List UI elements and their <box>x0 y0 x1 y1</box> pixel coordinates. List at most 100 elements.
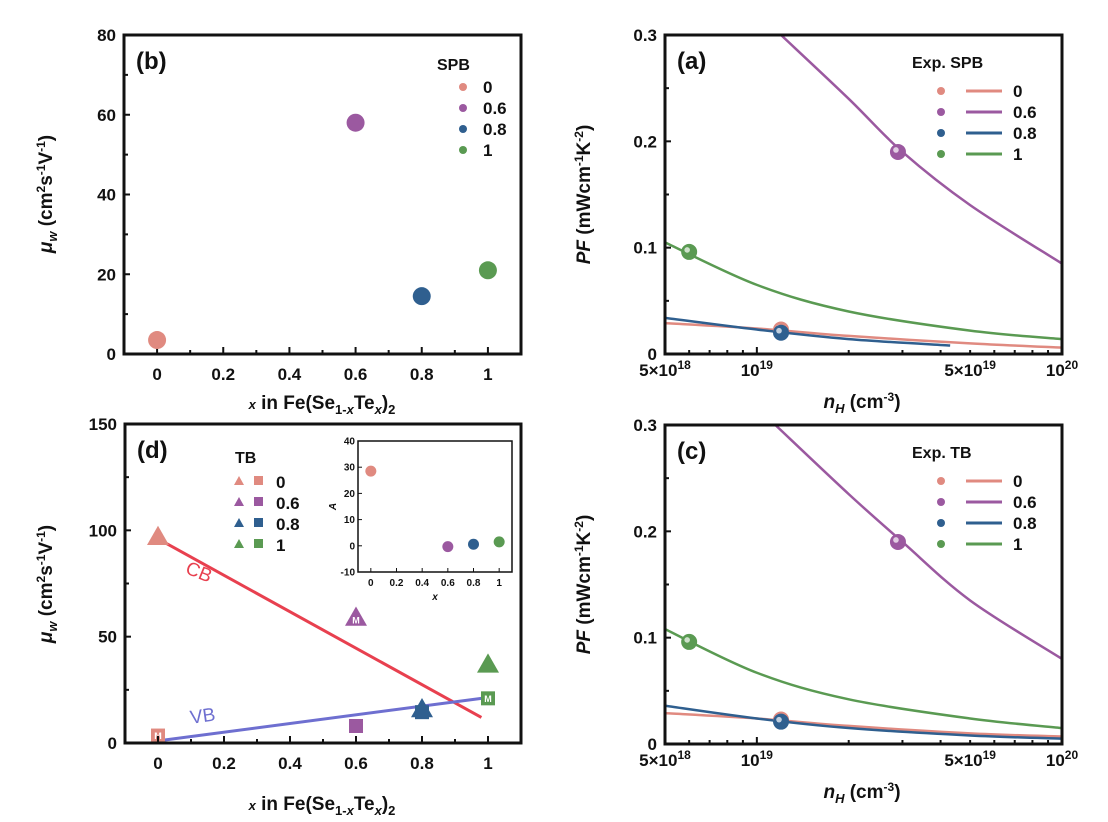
inset-data-point <box>365 465 377 477</box>
plot-frame <box>663 423 1064 746</box>
triangle-marker <box>477 653 499 673</box>
exp-point <box>889 143 906 160</box>
x-tick-label: 0.8 <box>410 365 434 384</box>
legend-marker <box>459 146 467 154</box>
vb-label: VB <box>189 704 217 728</box>
legend-triangle <box>234 476 244 485</box>
x-tick-label: 0.4 <box>278 754 302 773</box>
legend-label: 0.6 <box>276 494 300 513</box>
y-axis-label: PF (mWcm-1K-2) <box>572 515 595 655</box>
legend-square <box>254 539 263 548</box>
fit-curve-1 <box>665 241 1062 341</box>
fit-curve-0 <box>665 711 1062 738</box>
inset-x-tick-label: 1 <box>496 578 502 589</box>
legend-label: 0.8 <box>276 515 300 534</box>
exp-point-highlight <box>776 716 782 723</box>
x-tick-label: 0 <box>153 754 162 773</box>
plot-area <box>665 35 1062 349</box>
x-tick-label: 0 <box>152 365 161 384</box>
y-axis-label: PF (mWcm-1K-2) <box>572 125 595 265</box>
legend-label: 0.6 <box>483 99 507 118</box>
legend-label: 1 <box>483 141 492 160</box>
cb-fit-line <box>157 537 483 719</box>
triangle-marker <box>147 525 169 545</box>
legend-title: Exp. TB <box>912 445 972 462</box>
exp-point <box>773 713 790 730</box>
exp-point <box>773 324 790 341</box>
y-tick-label: 100 <box>89 521 117 540</box>
x-tick-label: 5×1019 <box>944 358 996 380</box>
square-marker <box>349 718 363 733</box>
y-tick-label: 150 <box>89 415 117 434</box>
panel-label: (c) <box>677 438 706 465</box>
y-tick-label: 0.1 <box>633 239 657 258</box>
legend-label: 0.8 <box>1013 514 1037 533</box>
exp-point <box>681 633 698 650</box>
x-tick-label: 0.2 <box>211 365 235 384</box>
x-axis-label: x in Fe(Se1-xTex)2 <box>248 794 396 818</box>
legend-label: 0.6 <box>1013 103 1037 122</box>
data-point <box>412 287 431 306</box>
inset-x-tick-label: 0 <box>368 578 374 589</box>
inset-data-point <box>442 541 454 553</box>
y-tick-label: 0.2 <box>633 522 657 541</box>
legend-square <box>254 476 263 485</box>
y-tick-label: 80 <box>97 26 116 45</box>
x-tick-label: 1019 <box>741 748 774 770</box>
legend-marker <box>937 519 945 527</box>
panel-b: 0 20 40 60 80 0 0.2 0.4 0.6 0.8 1 (b) SPB 0 0.6 0.8 1 x i… <box>34 26 523 417</box>
legend-label: 0 <box>1013 82 1022 101</box>
y-tick-label: 0.3 <box>633 416 657 435</box>
inset-frame <box>357 440 513 573</box>
legend-triangle <box>234 497 244 506</box>
y-tick-label: 40 <box>97 186 116 205</box>
exp-point <box>681 243 698 260</box>
legend-triangle <box>234 518 244 527</box>
legend-marker <box>937 540 945 548</box>
inset-x-tick-label: 0.6 <box>441 578 455 589</box>
inset-data-point <box>493 536 505 548</box>
panel-label: (d) <box>137 437 168 464</box>
x-tick-label: 1019 <box>741 358 774 380</box>
inset-y-tick-label: 0 <box>349 541 355 552</box>
square-marker <box>151 728 165 743</box>
inset-y-tick-label: 30 <box>344 463 356 474</box>
x-tick-label: 0.2 <box>212 754 236 773</box>
inset-y-tick-label: 20 <box>344 489 356 500</box>
exp-point-highlight <box>776 327 782 334</box>
inset-x-tick-label: 0.4 <box>415 578 429 589</box>
panel-label: (b) <box>136 48 167 75</box>
x-axis-label: x in Fe(Se1-xTex)2 <box>248 393 396 417</box>
inset-chart: -10 0 10 20 30 40 0 0.2 0.4 0.6 0.8 1 x A <box>328 437 513 603</box>
legend-square <box>254 497 263 506</box>
y-tick-label: 20 <box>97 265 116 284</box>
inset-y-tick-label: 40 <box>344 437 356 448</box>
x-axis-label: nH (cm-3) <box>823 780 900 806</box>
y-tick-label: 0 <box>648 735 657 754</box>
square-marker <box>481 691 495 706</box>
fit-curve-08 <box>665 704 1062 740</box>
y-tick-label: 60 <box>97 106 116 125</box>
marker-m-label: M <box>484 694 492 704</box>
legend-label: 0.6 <box>1013 493 1037 512</box>
x-tick-label: 5×1018 <box>639 748 691 770</box>
legend-title: Exp. SPB <box>912 55 983 72</box>
legend-marker <box>459 83 467 91</box>
y-tick-label: 0 <box>648 345 657 364</box>
data-point <box>478 261 497 280</box>
legend-marker <box>459 125 467 133</box>
triangle-marker <box>345 606 367 626</box>
x-tick-label: 0.6 <box>344 365 368 384</box>
inset-x-tick-label: 0.2 <box>390 578 404 589</box>
x-axis-label: nH (cm-3) <box>823 390 900 416</box>
data-point <box>148 331 167 350</box>
legend-label: 0.8 <box>1013 124 1037 143</box>
y-tick-label: 0 <box>107 345 116 364</box>
legend-label: 1 <box>1013 145 1022 164</box>
y-tick-label: 0.2 <box>633 132 657 151</box>
inset-y-tick-label: 10 <box>344 515 356 526</box>
legend-label: 0 <box>276 473 285 492</box>
exp-point-highlight <box>893 147 899 153</box>
cb-label: CB <box>183 558 215 587</box>
